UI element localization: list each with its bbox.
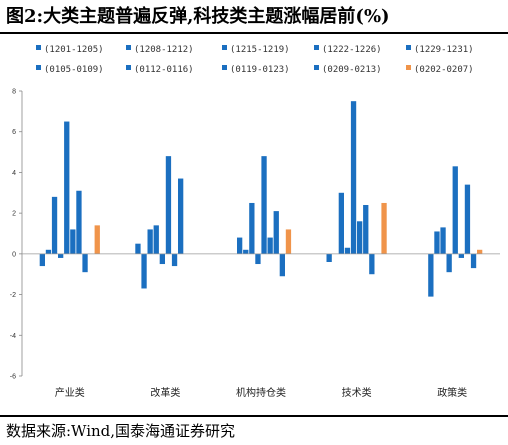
chart-title: 图2:大类主题普遍反弹,科技类主题涨幅居前(%)	[6, 6, 390, 27]
bar	[440, 227, 446, 254]
bar	[452, 166, 458, 254]
bar	[178, 178, 184, 254]
y-tick-label: 8	[12, 89, 16, 96]
bars	[39, 101, 483, 297]
legend-label: (0112-0116)	[134, 65, 194, 75]
legend-label: (0119-0123)	[230, 65, 290, 75]
y-tick-label: 4	[12, 170, 16, 177]
bar	[326, 253, 332, 262]
bar	[464, 184, 471, 254]
bar	[267, 237, 273, 254]
bar	[243, 249, 249, 254]
bar	[141, 253, 147, 289]
bar	[357, 221, 363, 254]
bar	[51, 196, 58, 254]
y-tick-label: -6	[10, 374, 16, 381]
bar	[159, 253, 165, 265]
legend-swatch	[314, 65, 319, 70]
bar	[273, 211, 279, 254]
bar	[237, 237, 243, 254]
x-category-label: 改革类	[150, 386, 180, 399]
y-tick-label: 0	[12, 251, 16, 258]
bar	[350, 101, 357, 254]
bar	[76, 190, 82, 254]
legend-label: (0209-0213)	[322, 65, 382, 75]
legend-label: (1201-1205)	[44, 45, 104, 55]
bar	[458, 253, 464, 258]
legend-label: (1229-1231)	[414, 45, 474, 55]
legend-swatch	[222, 45, 227, 50]
legend-label: (1208-1212)	[134, 45, 194, 55]
bar-chart: (1201-1205) (1208-1212) (1215-1219) (1222-1…	[10, 45, 500, 399]
bar	[344, 247, 351, 254]
legend-swatch	[406, 65, 411, 70]
legend-swatch	[36, 45, 41, 50]
y-axis: -6 -4 -2 0 2 4 6 8	[10, 89, 23, 381]
bar	[338, 192, 344, 254]
bar	[285, 229, 292, 254]
legend-label: (0105-0109)	[44, 65, 104, 75]
bar	[171, 253, 178, 267]
bar	[381, 202, 387, 254]
legend-label: (0202-0207)	[414, 65, 474, 75]
bar	[70, 229, 76, 254]
legend-swatch	[314, 45, 319, 50]
legend: (1201-1205) (1208-1212) (1215-1219) (1222-1…	[36, 45, 474, 75]
bar	[369, 253, 375, 275]
bar	[165, 156, 172, 254]
bar	[39, 253, 45, 267]
legend-label: (1215-1219)	[230, 45, 290, 55]
bar	[363, 205, 369, 254]
bar	[64, 121, 70, 254]
x-category-label: 政策类	[437, 386, 467, 399]
bar	[428, 253, 434, 297]
bar	[94, 225, 100, 254]
x-category-label: 技术类	[342, 386, 372, 399]
y-tick-label: 6	[12, 129, 16, 136]
bar	[477, 249, 483, 254]
legend-label: (1222-1226)	[322, 45, 382, 55]
bar	[255, 253, 261, 265]
bar	[446, 253, 452, 273]
legend-swatch	[406, 45, 411, 50]
bar	[147, 229, 153, 254]
bar	[470, 253, 477, 269]
bar	[45, 249, 52, 254]
legend-swatch	[126, 45, 131, 50]
bar	[153, 225, 159, 254]
legend-swatch	[36, 65, 41, 70]
bar	[434, 231, 440, 254]
legend-swatch	[222, 65, 227, 70]
bar	[279, 253, 285, 277]
top-rule	[0, 32, 508, 34]
x-category-label: 产业类	[55, 386, 85, 399]
bar	[82, 253, 88, 273]
bottom-rule	[0, 415, 508, 417]
y-tick-label: -2	[10, 292, 16, 299]
legend-swatch	[126, 65, 131, 70]
bar	[261, 156, 267, 254]
y-tick-label: 2	[12, 211, 16, 218]
x-axis: 产业类 改革类 机构持仓类 技术类 政策类	[22, 253, 500, 399]
x-category-label: 机构持仓类	[236, 386, 286, 399]
bar	[58, 253, 64, 258]
bar	[135, 243, 141, 254]
source-note: 数据来源:Wind,国泰海通证券研究	[6, 422, 236, 440]
bar	[249, 202, 255, 254]
y-tick-label: -4	[10, 333, 16, 340]
